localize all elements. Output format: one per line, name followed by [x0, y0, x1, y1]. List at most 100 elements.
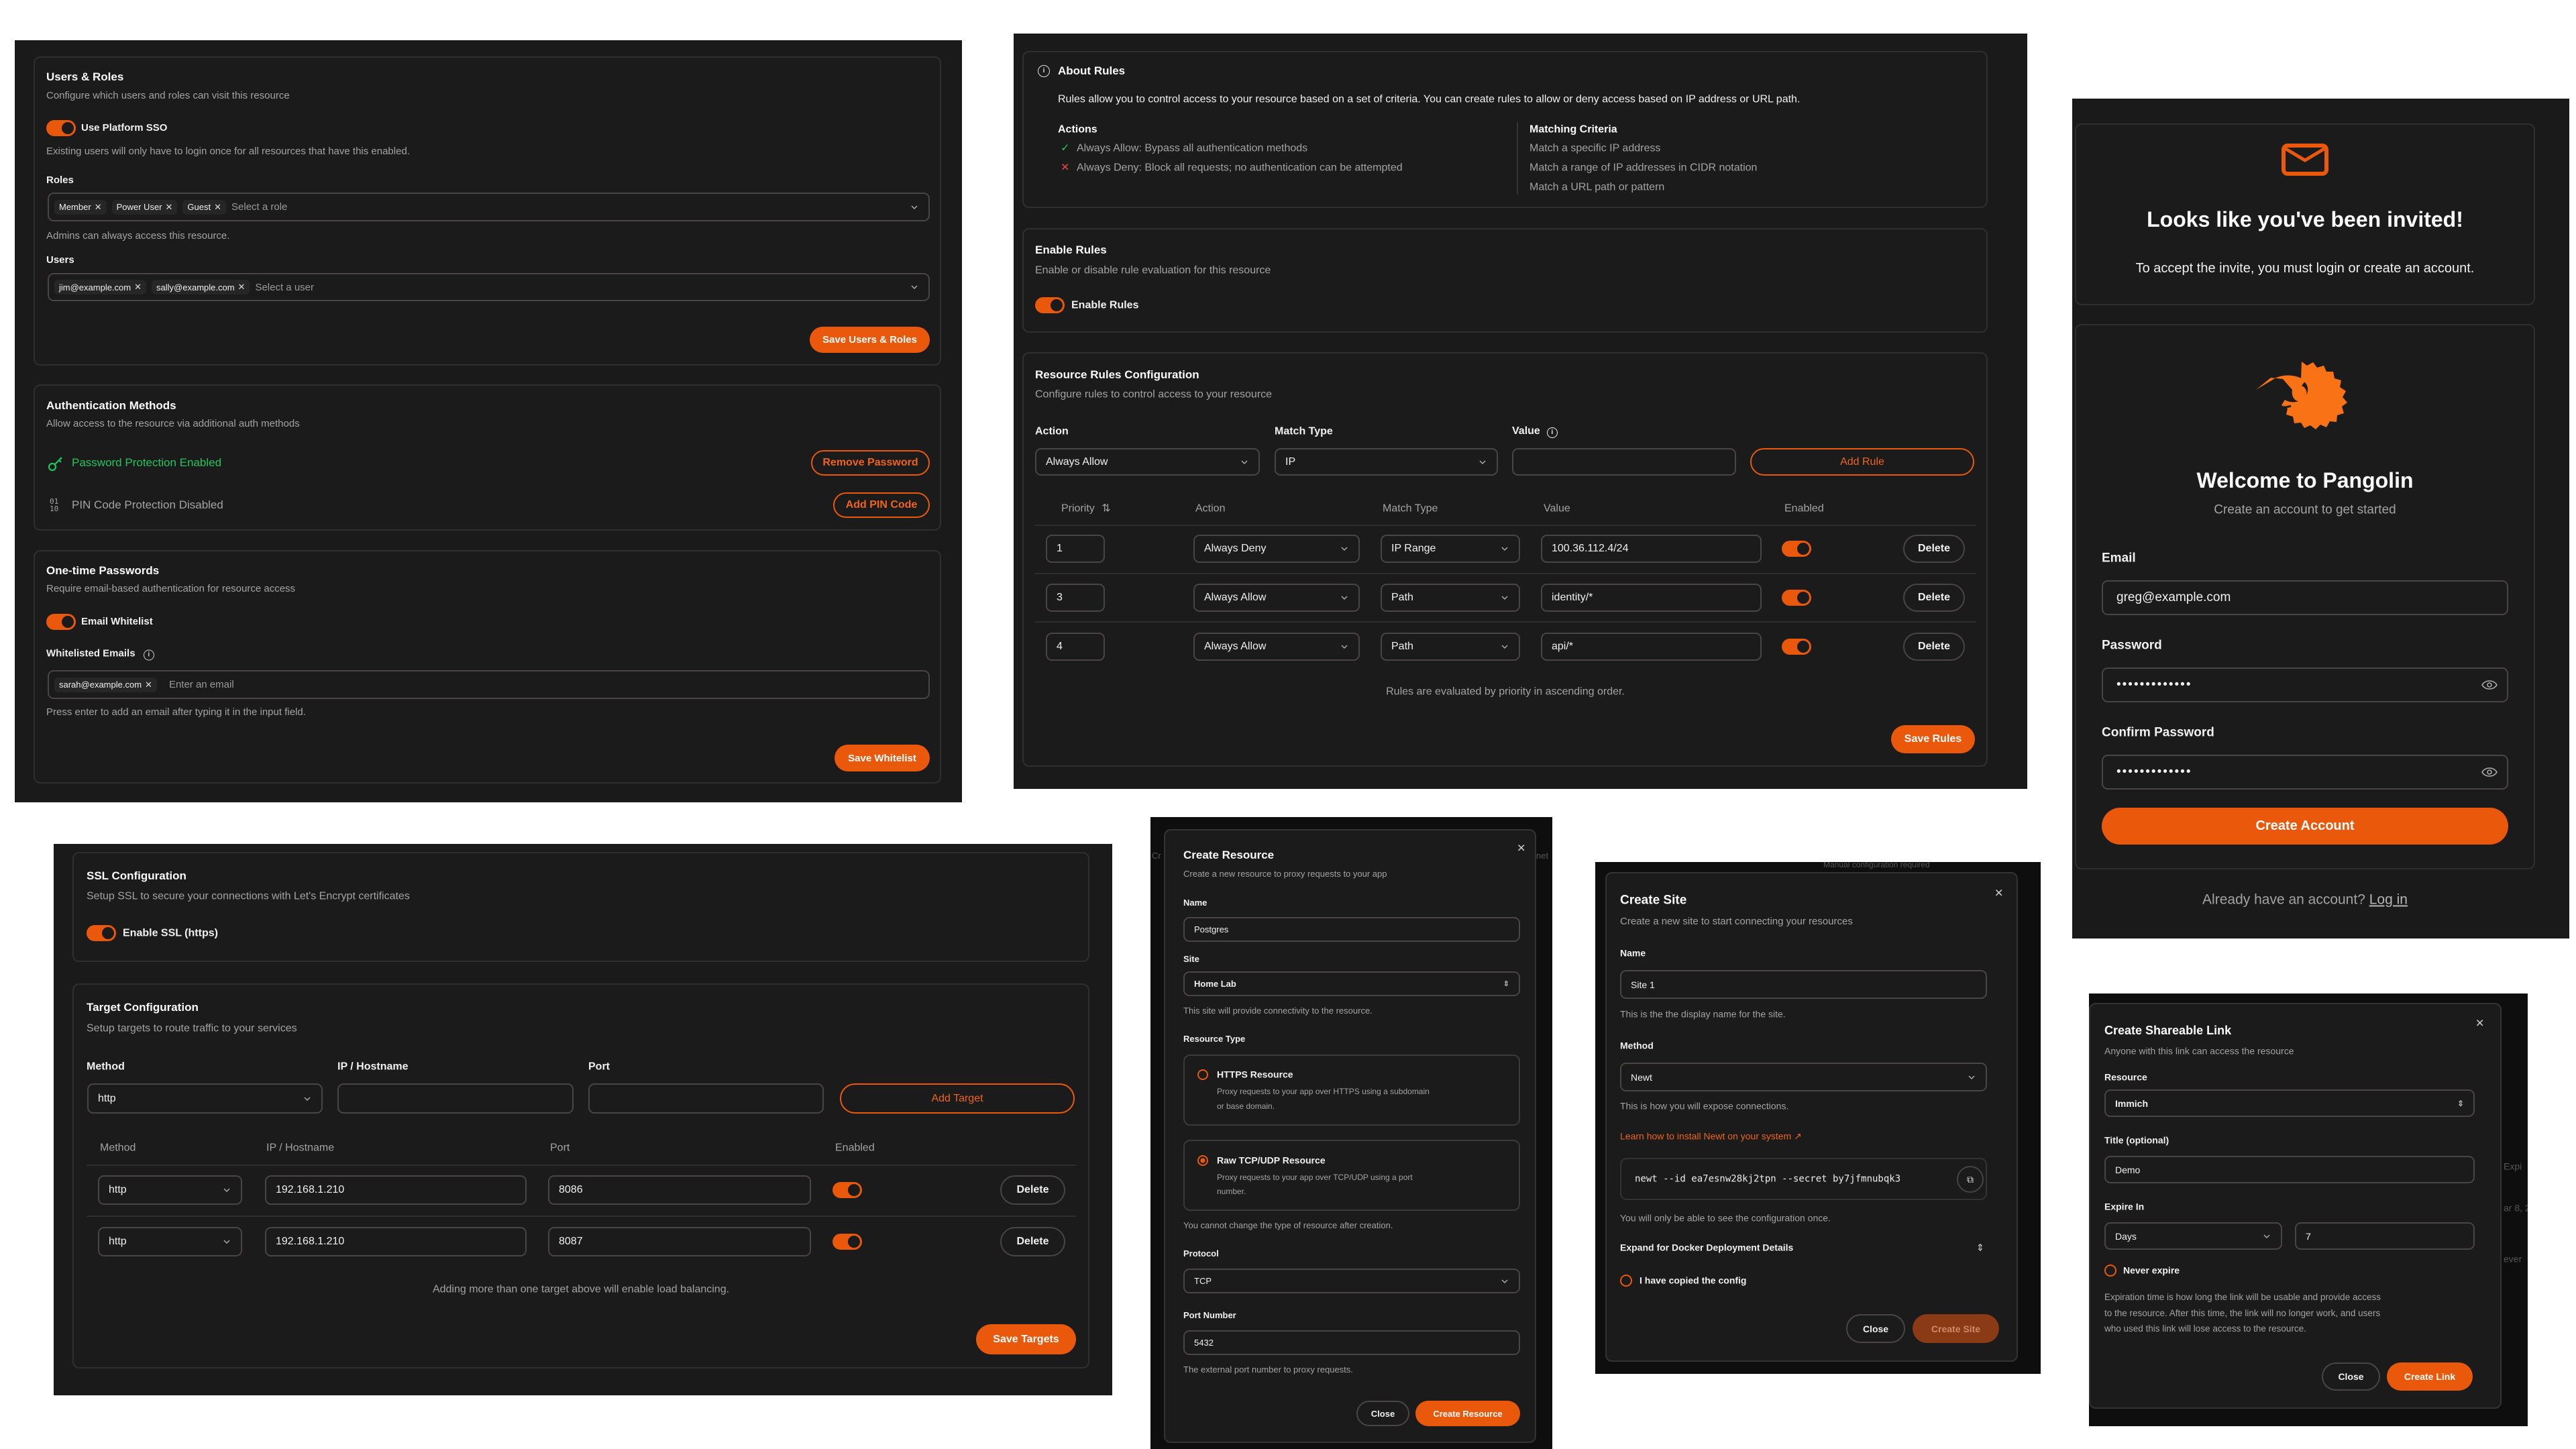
delete-rule-button[interactable]: Delete [1903, 584, 1965, 612]
remove-chip-icon[interactable]: ✕ [165, 201, 173, 212]
sort-icon[interactable]: ⇅ [1102, 502, 1111, 515]
chevrons-up-down-icon[interactable]: ⇕ [1976, 1242, 1984, 1253]
about-rules-text: Rules allow you to control access to you… [1058, 93, 1801, 105]
create-resource-button[interactable]: Create Resource [1415, 1401, 1520, 1426]
method-select[interactable]: http [87, 1083, 323, 1114]
row-enabled-toggle[interactable] [833, 1234, 862, 1250]
remove-chip-icon[interactable]: ✕ [214, 201, 222, 212]
row-method-select[interactable]: http [98, 1175, 242, 1205]
platform-sso-toggle[interactable] [46, 120, 76, 136]
email-whitelist-input[interactable]: sarah@example.com ✕ Enter an email [48, 670, 930, 699]
confirm-password-input[interactable]: ••••••••••••• [2102, 755, 2508, 790]
port-input[interactable] [588, 1083, 824, 1114]
value-input[interactable] [1512, 448, 1736, 476]
add-pin-code-button[interactable]: Add PIN Code [833, 492, 930, 518]
https-resource-option[interactable] [1183, 1055, 1520, 1126]
install-newt-link[interactable]: Learn how to install Newt on your system… [1620, 1131, 1802, 1142]
chevron-down-icon [1968, 1075, 1975, 1079]
row-port-input[interactable]: 8086 [548, 1175, 811, 1205]
roles-multiselect[interactable]: Member ✕ Power User ✕ Guest ✕ Select a role [48, 193, 930, 221]
enable-ssl-toggle[interactable] [87, 925, 116, 941]
row-value-input[interactable]: 100.36.112.4/24 [1541, 535, 1762, 563]
copy-icon[interactable]: ⧉ [1957, 1166, 1984, 1193]
site-name-input[interactable]: Site 1 [1620, 970, 1987, 999]
chip-label: Member [59, 202, 91, 212]
match-type-select[interactable]: IP [1275, 448, 1498, 476]
host-input[interactable] [337, 1083, 574, 1114]
https-radio[interactable] [1197, 1069, 1208, 1080]
add-target-button[interactable]: Add Target [840, 1083, 1075, 1114]
close-icon[interactable]: ✕ [1517, 843, 1526, 855]
port-number-input[interactable]: 5432 [1183, 1330, 1520, 1355]
save-whitelist-button[interactable]: Save Whitelist [835, 745, 930, 771]
row-host-input[interactable]: 192.168.1.210 [265, 1227, 527, 1256]
site-select[interactable]: Home Lab ⇕ [1183, 971, 1520, 996]
priority-input[interactable]: 1 [1046, 535, 1105, 563]
row-match-select[interactable]: Path [1381, 584, 1520, 612]
row-enabled-toggle[interactable] [833, 1182, 862, 1198]
remove-password-button[interactable]: Remove Password [811, 450, 930, 476]
delete-rule-button[interactable]: Delete [1903, 535, 1965, 563]
info-icon[interactable]: i [143, 649, 154, 661]
login-link[interactable]: Log in [2369, 892, 2408, 908]
email-whitelist-toggle[interactable] [46, 614, 76, 630]
save-targets-button[interactable]: Save Targets [976, 1324, 1076, 1354]
protocol-select[interactable]: TCP [1183, 1269, 1520, 1293]
rules-config-title: Resource Rules Configuration [1035, 368, 1199, 381]
docker-details-toggle[interactable]: Expand for Docker Deployment Details [1620, 1242, 1794, 1253]
add-rule-button[interactable]: Add Rule [1750, 448, 1974, 476]
save-rules-button[interactable]: Save Rules [1891, 725, 1975, 753]
row-enabled-toggle[interactable] [1782, 590, 1811, 606]
row-value-input[interactable]: api/* [1541, 633, 1762, 661]
row-action-select[interactable]: Always Allow [1193, 584, 1360, 612]
row-value-input[interactable]: identity/* [1541, 584, 1762, 612]
enable-rules-toggle[interactable] [1035, 297, 1065, 313]
remove-chip-icon[interactable]: ✕ [134, 282, 142, 292]
expire-unit-select[interactable]: Days [2104, 1222, 2282, 1250]
column-header-priority[interactable]: Priority ⇅ [1061, 502, 1111, 515]
close-button[interactable]: Close [2322, 1362, 2380, 1391]
delete-rule-button[interactable]: Delete [1903, 633, 1965, 661]
eye-icon[interactable] [2481, 680, 2498, 690]
row-port-input[interactable]: 8087 [548, 1227, 811, 1256]
row-enabled-toggle[interactable] [1782, 541, 1811, 557]
tcp-radio-selected[interactable] [1197, 1155, 1208, 1166]
priority-input[interactable]: 3 [1046, 584, 1105, 612]
priority-input[interactable]: 4 [1046, 633, 1105, 661]
action-select[interactable]: Always Allow [1035, 448, 1260, 476]
save-users-roles-button[interactable]: Save Users & Roles [810, 327, 930, 353]
close-button[interactable]: Close [1356, 1401, 1409, 1426]
copied-config-checkbox[interactable] [1620, 1275, 1632, 1287]
expire-value-input[interactable]: 7 [2295, 1222, 2475, 1250]
create-link-button[interactable]: Create Link [2387, 1362, 2473, 1391]
row-action-select[interactable]: Always Allow [1193, 633, 1360, 661]
method-select[interactable]: Newt [1620, 1063, 1987, 1091]
row-match-select[interactable]: IP Range [1381, 535, 1520, 563]
create-site-button[interactable]: Create Site [1913, 1314, 1999, 1343]
close-button[interactable]: Close [1846, 1314, 1905, 1343]
users-multiselect[interactable]: jim@example.com ✕ sally@example.com ✕ Sele… [48, 273, 930, 301]
close-icon[interactable]: ✕ [2475, 1018, 2485, 1030]
row-host-input[interactable]: 192.168.1.210 [265, 1175, 527, 1205]
row-action-select[interactable]: Always Deny [1193, 535, 1360, 563]
resource-select[interactable]: Immich ⇕ [2104, 1089, 2475, 1117]
never-expire-checkbox[interactable] [2104, 1265, 2116, 1277]
remove-chip-icon[interactable]: ✕ [94, 201, 102, 212]
name-input[interactable]: Postgres [1183, 917, 1520, 942]
delete-target-button[interactable]: Delete [1000, 1175, 1065, 1205]
remove-chip-icon[interactable]: ✕ [237, 282, 246, 292]
info-icon[interactable]: i [1546, 427, 1558, 438]
email-input[interactable]: greg@example.com [2102, 580, 2508, 615]
password-input[interactable]: ••••••••••••• [2102, 667, 2508, 702]
row-method-select[interactable]: http [98, 1227, 242, 1256]
tcp-resource-option[interactable] [1183, 1140, 1520, 1211]
close-icon[interactable]: ✕ [1994, 888, 2004, 900]
delete-target-button[interactable]: Delete [1000, 1227, 1065, 1256]
eye-icon[interactable] [2481, 767, 2498, 777]
row-match-select[interactable]: Path [1381, 633, 1520, 661]
remove-chip-icon[interactable]: ✕ [145, 679, 152, 690]
title-input[interactable]: Demo [2104, 1156, 2475, 1183]
otp-card [34, 550, 941, 784]
create-account-button[interactable]: Create Account [2102, 808, 2508, 845]
row-enabled-toggle[interactable] [1782, 639, 1811, 655]
